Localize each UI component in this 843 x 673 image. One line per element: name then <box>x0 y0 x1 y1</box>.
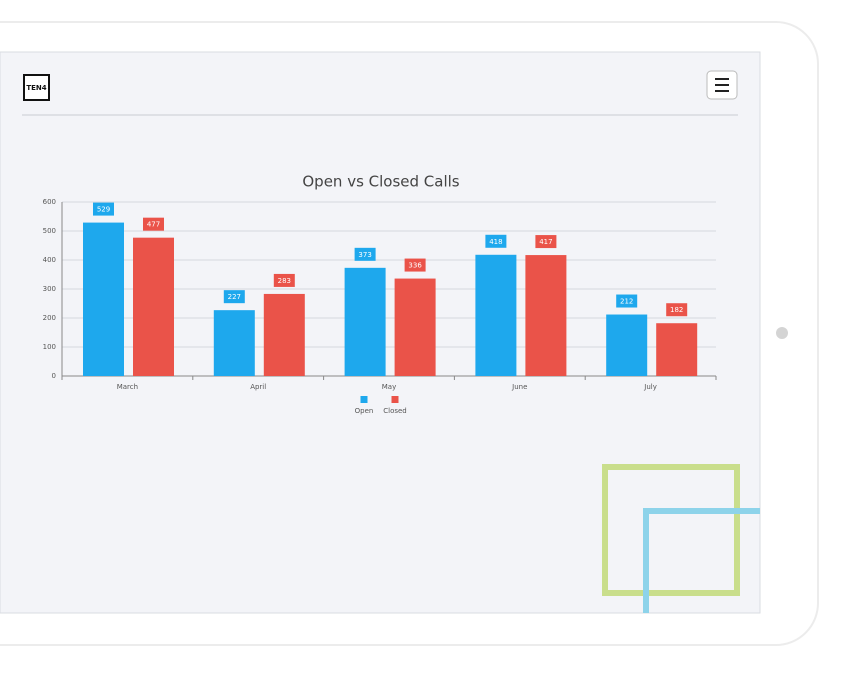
bar <box>394 278 436 376</box>
data-label: 212 <box>620 298 633 306</box>
y-tick-label: 200 <box>43 314 56 322</box>
data-label-box <box>93 202 114 216</box>
chart-title: Open vs Closed Calls <box>302 173 459 191</box>
y-tick-label: 0 <box>52 372 56 380</box>
bar <box>475 254 517 376</box>
x-tick-label: May <box>382 383 396 391</box>
x-tick-label: March <box>117 383 138 391</box>
legend-swatch <box>391 396 399 403</box>
bar <box>263 293 305 376</box>
data-label: 529 <box>97 206 110 214</box>
data-label: 417 <box>539 238 552 246</box>
legend-label: Closed <box>383 407 407 415</box>
home-button[interactable] <box>776 327 788 339</box>
data-label-box <box>535 235 557 249</box>
data-label: 182 <box>670 306 683 314</box>
logo[interactable]: TEN4 <box>26 84 46 92</box>
x-tick-label: April <box>250 383 266 391</box>
legend-label: Open <box>355 407 374 415</box>
y-tick-label: 300 <box>43 285 56 293</box>
deco-square <box>602 464 740 596</box>
menu-icon <box>715 78 729 92</box>
data-label: 336 <box>408 262 422 270</box>
data-label: 227 <box>228 293 241 301</box>
data-label-box <box>273 273 295 287</box>
data-label-box <box>223 290 245 304</box>
deco-square <box>643 508 760 613</box>
legend-swatch <box>360 396 368 403</box>
data-label-box <box>485 234 507 248</box>
bar <box>525 255 567 376</box>
x-tick-label: June <box>511 383 527 391</box>
decoration <box>602 464 760 613</box>
data-label-box <box>143 217 164 231</box>
y-tick-label: 600 <box>43 198 56 206</box>
data-label: 477 <box>147 221 160 229</box>
bar <box>133 237 174 376</box>
bar <box>344 267 386 376</box>
x-tick-label: July <box>643 383 657 391</box>
data-label-box <box>404 258 426 272</box>
data-label: 283 <box>278 277 291 285</box>
logo-box[interactable] <box>23 74 50 101</box>
data-label: 373 <box>358 251 371 259</box>
bar <box>606 314 648 376</box>
bar <box>213 310 255 376</box>
data-label: 418 <box>489 238 502 246</box>
y-tick-label: 500 <box>43 227 56 235</box>
bar <box>83 222 124 376</box>
y-tick-label: 400 <box>43 256 56 264</box>
data-label-box <box>354 247 376 261</box>
bar <box>656 323 698 376</box>
data-label-box <box>616 294 638 308</box>
y-tick-label: 100 <box>43 343 56 351</box>
data-label-box <box>666 303 688 317</box>
